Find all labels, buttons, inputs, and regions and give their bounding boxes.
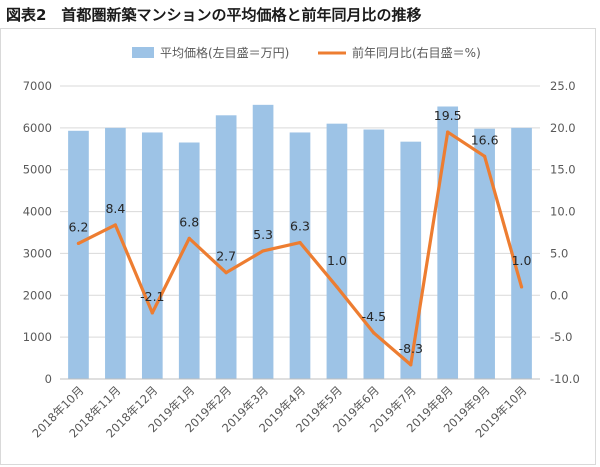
legend: 平均価格(左目盛＝万円) 前年同月比(右目盛＝%) (132, 45, 481, 60)
left-axis-tick-label: 4000 (23, 205, 52, 219)
bar-series (68, 104, 532, 380)
line-point (261, 249, 265, 253)
line-data-label: 6.2 (69, 219, 89, 234)
line-point (187, 236, 191, 240)
line-data-label: 19.5 (434, 108, 462, 123)
legend-swatch-bar (132, 47, 154, 58)
line-data-label: 1.0 (327, 253, 347, 268)
bar (437, 106, 459, 379)
data-labels: 6.2 8.4 -2.1 6.8 2.7 5.3 6.3 1.0 -4.5 -8.3 19.5 16.… (69, 108, 532, 356)
line-point (409, 363, 413, 367)
line-data-label: 8.4 (105, 201, 125, 216)
right-axis-tick-label: 10.0 (550, 205, 576, 219)
bar (400, 141, 422, 379)
line-series (76, 130, 524, 367)
left-axis: 0 1000 2000 3000 4000 5000 6000 7000 (23, 79, 52, 386)
left-axis-tick-label: 5000 (23, 163, 52, 177)
left-axis-tick-label: 6000 (23, 121, 52, 135)
line-point (150, 311, 154, 315)
bar (68, 130, 89, 379)
left-axis-tick-label: 1000 (23, 330, 52, 344)
line-data-label: 6.8 (179, 214, 199, 229)
right-axis: -10.0 -5.0 0.0 5.0 10.0 15.0 20.0 25.0 (550, 79, 580, 386)
bar (511, 127, 532, 379)
right-axis-tick-label: 25.0 (550, 79, 576, 93)
left-axis-tick-label: 7000 (23, 79, 52, 93)
right-axis-tick-label: 0.0 (550, 288, 568, 302)
line-point (76, 241, 81, 245)
line-point (113, 223, 117, 227)
right-axis-tick-label: -10.0 (550, 372, 580, 386)
line-point (298, 240, 302, 245)
right-axis-tick-label: 5.0 (550, 246, 568, 260)
line-data-label: 5.3 (253, 227, 273, 242)
left-axis-tick-label: 2000 (23, 288, 52, 302)
right-axis-tick-label: 15.0 (550, 163, 576, 177)
chart-frame (0, 28, 596, 465)
line-point (372, 331, 376, 335)
line-point (519, 285, 524, 289)
bar (326, 123, 348, 380)
line-data-label: 6.3 (290, 219, 310, 234)
line-data-label: -4.5 (362, 309, 386, 324)
line-point (335, 285, 339, 289)
line-point (224, 271, 228, 275)
legend-label-bar: 平均価格(左目盛＝万円) (160, 45, 289, 60)
right-axis-tick-label: 20.0 (550, 121, 576, 135)
bar (363, 129, 385, 379)
line-data-label: -2.1 (140, 289, 164, 304)
line-data-label: -8.3 (399, 341, 423, 356)
chart-title: 図表2 首都圏新築マンションの平均価格と前年同月比の推移 (6, 6, 422, 24)
left-axis-tick-label: 0 (45, 372, 52, 386)
bar (215, 115, 237, 380)
legend-label-line: 前年同月比(右目盛＝%) (352, 45, 481, 60)
bar (289, 132, 311, 379)
left-axis-tick-label: 3000 (23, 246, 52, 260)
bar (252, 104, 274, 379)
line-data-label: 2.7 (216, 249, 236, 264)
line-data-label: 16.6 (471, 132, 499, 147)
line-data-label: 1.0 (512, 253, 532, 268)
bar (178, 142, 200, 379)
line-point (446, 130, 450, 134)
bar (141, 132, 163, 379)
bar (105, 127, 126, 379)
bar (474, 128, 495, 379)
x-axis: 2018年10月2018年11月2018年12月2019年1月2019年2月20… (29, 378, 540, 440)
right-axis-tick-label: -5.0 (550, 330, 572, 344)
line-point (483, 154, 487, 158)
